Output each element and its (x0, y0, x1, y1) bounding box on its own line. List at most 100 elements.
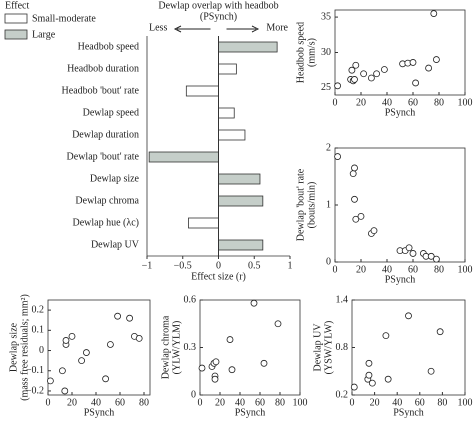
x-tick-label: 0.5 (248, 260, 261, 271)
y-axis-label: (YLW/YLM) (171, 321, 182, 375)
x-tick-label: 40 (382, 264, 392, 275)
y-tick-label: −0.2 (26, 385, 44, 396)
point (409, 59, 417, 66)
point (373, 70, 381, 78)
x-axis-label: PSynch (385, 107, 416, 118)
x-tick-label: 40 (392, 397, 402, 408)
legend-swatch (4, 29, 28, 40)
x-tick-label: −0.5 (174, 260, 192, 271)
point (59, 367, 66, 375)
y-tick-label: 25 (321, 82, 331, 93)
point (352, 61, 360, 69)
y-tick-label: 1.4 (336, 294, 349, 305)
x-tick-label: 60 (255, 397, 265, 408)
chart-title: Dewlap overlap with headbob (158, 0, 278, 11)
y-axis-label: (YSW/YLW) (323, 321, 334, 375)
x-axis-label: PSynch (84, 407, 115, 418)
point (352, 215, 360, 223)
point (107, 341, 114, 348)
chart-subtitle: (PSynch) (200, 11, 237, 22)
x-tick-label: 80 (434, 97, 444, 108)
x-tick-label: 60 (115, 397, 125, 408)
y-axis-label: (mm/s) (306, 38, 317, 67)
point (382, 332, 390, 340)
point (68, 332, 76, 340)
x-tick-label: 0 (216, 260, 221, 271)
point (432, 56, 440, 63)
arrow (173, 25, 211, 33)
y-tick-label: Dewlap chroma (75, 195, 139, 206)
x-tick-label: 40 (91, 397, 101, 408)
y-axis-label: Dewlap 'bout' rate (295, 168, 306, 241)
point (427, 367, 435, 375)
y-tick-label: 0 (39, 345, 44, 356)
bar (218, 129, 246, 141)
x-tick-label: 20 (370, 397, 380, 408)
x-tick-label: 80 (139, 397, 149, 408)
point (436, 328, 444, 336)
x-tick-label: 80 (275, 397, 285, 408)
point (367, 74, 375, 82)
y-tick-label: Headbob speed (78, 41, 139, 52)
point (409, 250, 417, 257)
x-axis-label: PSynch (235, 407, 266, 418)
x-tick-label: 100 (458, 97, 473, 108)
point (228, 366, 236, 374)
bar (218, 63, 237, 75)
y-axis-label: Dewlap chroma (160, 315, 171, 379)
point (211, 375, 219, 383)
y-tick-label: 1 (326, 199, 331, 210)
legend-swatch (4, 13, 28, 24)
y-axis-label: (mass free residuals; mm²) (19, 294, 30, 401)
point (427, 252, 435, 260)
y-tick-label: 0.2 (336, 389, 349, 400)
legend-label: Large (32, 29, 56, 40)
point (357, 212, 365, 220)
x-axis-label: Effect size (r) (191, 271, 246, 282)
x-tick-label: 20 (67, 397, 77, 408)
y-tick-label: 35 (321, 11, 331, 22)
x-tick-label: 20 (356, 264, 366, 275)
point (351, 164, 358, 172)
point (380, 66, 388, 73)
arrow (226, 25, 260, 33)
x-tick-label: 1 (288, 260, 293, 271)
point (226, 336, 234, 343)
y-tick-label: Dewlap speed (83, 107, 139, 118)
plot-frame (47, 299, 151, 396)
y-tick-label: Dewlap duration (72, 129, 139, 140)
point (61, 387, 69, 395)
legend-label: Small-moderate (32, 13, 96, 24)
point (360, 70, 368, 78)
point (425, 64, 433, 72)
point (370, 227, 378, 235)
x-tick-label: 0 (333, 264, 338, 275)
y-axis-label: (bouts/min) (306, 182, 317, 229)
y-axis-label: Headbob speed (295, 22, 306, 83)
y-tick-label: 0.3 (184, 342, 197, 353)
x-axis-label: PSynch (385, 274, 416, 285)
point (430, 10, 438, 17)
point (350, 383, 358, 391)
x-tick-label: 100 (458, 397, 473, 408)
x-tick-label: 20 (215, 397, 225, 408)
y-tick-label: 0.6 (184, 294, 197, 305)
x-axis-label: PSynch (393, 407, 424, 418)
bar (218, 173, 261, 185)
bar (218, 195, 264, 207)
point (135, 335, 143, 342)
point (260, 359, 268, 367)
x-tick-label: 60 (415, 397, 425, 408)
x-tick-label: 100 (458, 264, 473, 275)
x-tick-label: 0 (333, 97, 338, 108)
y-tick-label: −0.1 (26, 365, 44, 376)
x-tick-label: 100 (293, 397, 308, 408)
x-tick-label: 0 (198, 397, 203, 408)
x-tick-label: 60 (408, 264, 418, 275)
y-axis-label: Dewlap size (8, 322, 19, 372)
x-tick-label: 80 (434, 264, 444, 275)
y-tick-label: Headbob 'bout' rate (62, 85, 140, 96)
point (102, 375, 109, 383)
y-tick-label: 0 (191, 389, 196, 400)
